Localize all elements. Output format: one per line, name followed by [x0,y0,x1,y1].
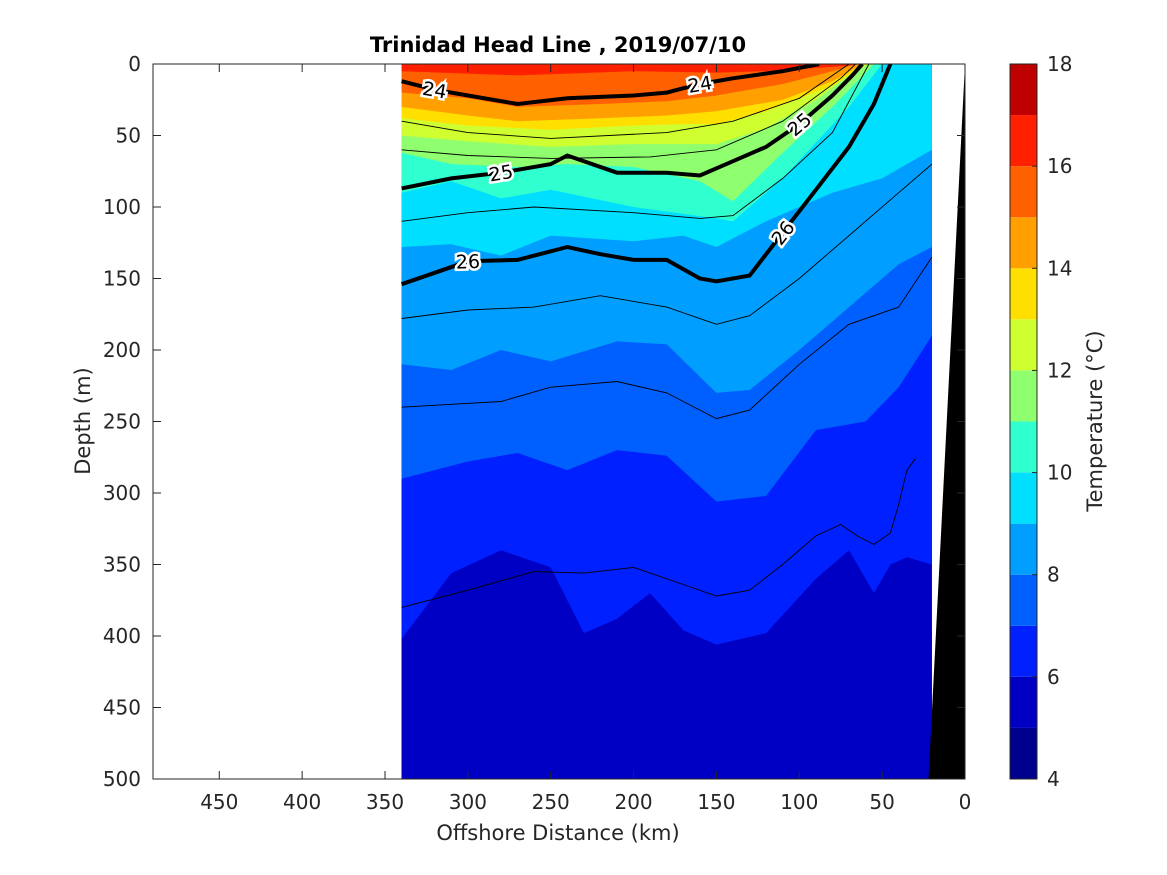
seafloor-mask [928,64,965,779]
colorbar-segment [1010,217,1037,269]
colorbar-frame [1009,63,1038,780]
density-contour-24 [401,64,820,107]
colorbar-segment [1010,166,1037,218]
colorbar-segment [1010,472,1037,524]
colorbar-segment [1010,115,1037,167]
colorbar-tick-label: 6 [1047,665,1060,689]
colorbar-segment [1010,727,1037,779]
colorbar-tick-label: 10 [1047,461,1072,485]
y-tick-label: 50 [116,124,141,148]
x-tick-label: 300 [449,790,487,814]
x-axis-label: Offshore Distance (km) [436,821,679,845]
y-axis-label: Depth (m) [71,367,95,474]
colorbar-tick-label: 12 [1047,358,1072,382]
colorbar: 4 6 8 10 12 14 16 18 [1009,52,1072,791]
colorbar-segment [1010,676,1037,728]
x-tick-label: 50 [869,790,894,814]
colorbar-segment [1010,268,1037,320]
temperature-section [401,64,932,779]
thin-contour-1 [401,64,856,159]
x-tick-label: 150 [697,790,735,814]
thin-contour-3 [401,163,933,325]
contour-label-25-0: 25 [485,158,518,189]
y-tick-label: 250 [103,410,141,434]
x-tick-label: 350 [366,790,404,814]
colorbar-tick-label: 14 [1047,256,1072,280]
x-tick-label: 100 [780,790,818,814]
density-contour-25 [401,64,864,191]
contour-label-24-0: 24 [418,75,451,106]
y-tick-label: 300 [103,481,141,505]
x-tick-label: 450 [200,790,238,814]
contour-label-text: 24 [421,78,449,104]
y-tick-label: 0 [128,52,141,76]
colorbar-tick-label: 8 [1047,563,1060,587]
x-tick-label: 200 [614,790,652,814]
colorbar-segment [1010,523,1037,575]
thin-contour-5 [401,458,916,608]
y-tick-label: 500 [103,767,141,791]
contour-label-26-0: 26 [453,248,483,276]
colorbar-tick-label: 16 [1047,154,1072,178]
thin-contour-2 [401,64,870,222]
colorbar-label: Temperature (°C) [1083,330,1107,512]
y-tick-label: 400 [103,624,141,648]
thin-contour-4 [401,256,933,420]
x-tick-label: 250 [532,790,570,814]
x-tick-label: 0 [959,790,972,814]
y-tick-label: 150 [103,267,141,291]
seafloor-polygon [928,64,965,779]
contour-label-text: 26 [456,251,481,274]
colorbar-segment [1010,574,1037,626]
contour-label-text: 24 [686,72,714,98]
colorbar-segment [1010,64,1037,116]
colorbar-tick-label: 4 [1047,767,1060,791]
x-tick-label: 400 [283,790,321,814]
colorbar-tick-label: 18 [1047,52,1072,76]
y-axis: 0 50 100 150 200 250 300 350 400 450 500 [103,52,965,791]
y-tick-label: 450 [103,696,141,720]
density-contour-26 [400,64,893,287]
y-tick-label: 200 [103,338,141,362]
contour-label-24-1: 24 [684,70,717,101]
y-tick-label: 350 [103,553,141,577]
y-tick-label: 100 [103,195,141,219]
colorbar-segment [1010,370,1037,422]
thin-contour-0 [401,64,850,139]
colorbar-segment [1010,421,1037,473]
colorbar-segment [1010,319,1037,371]
contour-label-text: 25 [487,161,515,187]
colorbar-segment [1010,625,1037,677]
x-axis: 450 400 350 300 250 200 150 100 50 0 [200,64,971,814]
chart-title: Trinidad Head Line , 2019/07/10 [370,33,746,57]
